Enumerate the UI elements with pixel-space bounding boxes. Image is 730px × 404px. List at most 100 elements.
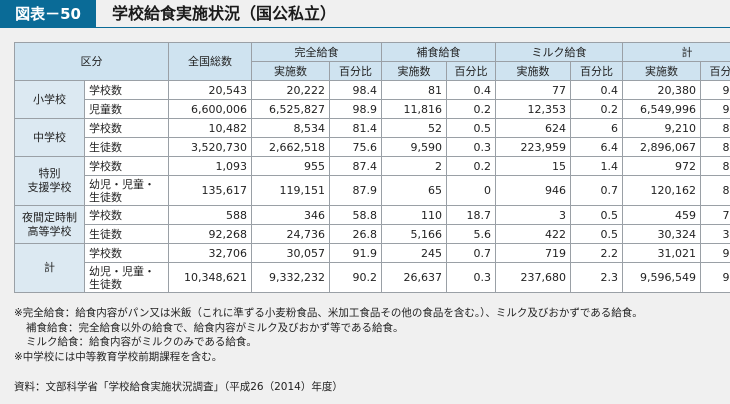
cell-value: 9,332,232 [251,262,330,293]
cell-value: 32.9 [700,224,730,244]
row-label: 学校数 [84,205,169,225]
cell-value: 91.9 [329,243,382,263]
header-sub-pct: 百分比 [446,61,496,81]
header-rule [96,27,730,28]
cell-total: 588 [168,205,252,225]
header-category: 区分 [14,42,169,81]
header-sub-pct: 百分比 [700,61,730,81]
cell-value: 2,896,067 [622,137,701,157]
row-label: 生徒数 [84,224,169,244]
cell-total: 6,600,006 [168,99,252,119]
cell-value: 5,166 [381,224,447,244]
row-label: 学校数 [84,156,169,176]
cell-value: 20,222 [251,80,330,100]
cell-value: 87.9 [329,175,382,206]
cell-value: 99.2 [700,80,730,100]
cell-value: 26,637 [381,262,447,293]
cell-value: 624 [495,118,571,138]
cell-value: 15 [495,156,571,176]
cell-value: 0 [446,175,496,206]
header-group-full: 完全給食 [251,42,382,62]
cell-value: 0.7 [446,243,496,263]
cell-value: 9,590 [381,137,447,157]
group-evening-high: 夜間定時制 高等学校 [14,205,85,244]
header-group-supplementary: 補食給食 [381,42,496,62]
cell-value: 120,162 [622,175,701,206]
cell-value: 0.3 [446,137,496,157]
cell-value: 0.2 [446,156,496,176]
figure-header: 図表－50 学校給食実施状況（国公私立） [0,0,730,28]
group-name-line: 特別 [38,167,61,180]
cell-total: 32,706 [168,243,252,263]
cell-value: 972 [622,156,701,176]
header-sub-count: 実施数 [251,61,330,81]
cell-value: 6.4 [570,137,623,157]
cell-total: 3,520,730 [168,137,252,157]
figure-title: 学校給食実施状況（国公私立） [112,4,337,23]
cell-value: 30,057 [251,243,330,263]
cell-value: 2,662,518 [251,137,330,157]
table-row: 生徒数 3,520,730 2,662,518 75.6 9,590 0.3 2… [15,137,730,157]
group-elementary: 小学校 [14,80,85,119]
note-line: ※完全給食：給食内容がパン又は米飯（これに準ずる小麦粉食品、米加工食品その他の食… [14,307,643,319]
row-label: 幼児・児童・ 生徒数 [84,262,169,293]
cell-value: 8,534 [251,118,330,138]
cell-value: 52 [381,118,447,138]
group-special-support: 特別 支援学校 [14,156,85,206]
cell-value: 6,525,827 [251,99,330,119]
table-row: 中学校 学校数 10,482 8,534 81.4 52 0.5 624 6 9… [14,118,730,157]
cell-value: 82.3 [700,137,730,157]
cell-value: 26.8 [329,224,382,244]
cell-value: 24,736 [251,224,330,244]
cell-total: 1,093 [168,156,252,176]
group-name-line: 夜間定時制 [22,210,77,224]
group-name-line: 支援学校 [27,181,72,194]
cell-value: 20,380 [622,80,701,100]
row-label: 生徒数 [84,137,169,157]
figure-label: 図表－50 [0,0,96,28]
cell-value: 0.2 [570,99,623,119]
cell-value: 719 [495,243,571,263]
cell-total: 92,268 [168,224,252,244]
cell-value: 0.7 [570,175,623,206]
cell-value: 9,596,549 [622,262,701,293]
cell-total: 20,543 [168,80,252,100]
cell-value: 3 [495,205,571,225]
cell-value: 12,353 [495,99,571,119]
note-line: ※中学校には中等教育学校前期課程を含む。 [14,350,223,363]
cell-value: 237,680 [495,262,571,293]
row-label: 児童数 [84,99,169,119]
table-row: 夜間定時制 高等学校 学校数 588 346 58.8 110 18.7 3 0.… [14,205,730,244]
cell-value: 88.6 [700,175,730,206]
cell-value: 0.3 [446,262,496,293]
cell-value: 88.9 [700,156,730,176]
cell-value: 58.8 [329,205,382,225]
cell-value: 955 [251,156,330,176]
notes: ※完全給食：給食内容がパン又は米飯（これに準ずる小麦粉食品、米加工食品その他の食… [14,306,643,364]
header-group-milk: ミルク給食 [495,42,623,62]
cell-value: 90.2 [329,262,382,293]
header-total: 全国総数 [168,42,252,81]
cell-value: 6 [570,118,623,138]
header-sub-count: 実施数 [381,61,447,81]
cell-value: 11,816 [381,99,447,119]
school-lunch-table: 区分 全国総数 完全給食 補食給食 ミルク給食 計 実施数 百分比 実施数 百分… [14,42,730,293]
cell-value: 98.4 [329,80,382,100]
note-line: 補食給食：完全給食以外の給食で、給食内容がミルク及びおかず等である給食。 [26,321,404,334]
cell-value: 78.1 [700,205,730,225]
source-citation: 資料：文部科学省「学校給食実施状況調査」（平成26（2014）年度） [14,381,343,393]
cell-total: 10,348,621 [168,262,252,293]
cell-value: 87.4 [329,156,382,176]
cell-value: 0.4 [446,80,496,100]
cell-value: 75.6 [329,137,382,157]
group-name-line: 高等学校 [27,224,72,238]
header-sub-count: 実施数 [495,61,571,81]
note-line: ミルク給食：給食内容がミルクのみである給食。 [26,336,257,349]
cell-value: 223,959 [495,137,571,157]
cell-value: 0.5 [570,224,623,244]
table-row: 計 学校数 32,706 30,057 91.9 245 0.7 719 2.2… [14,243,730,293]
cell-value: 92.7 [700,262,730,293]
cell-value: 245 [381,243,447,263]
cell-value: 9,210 [622,118,701,138]
